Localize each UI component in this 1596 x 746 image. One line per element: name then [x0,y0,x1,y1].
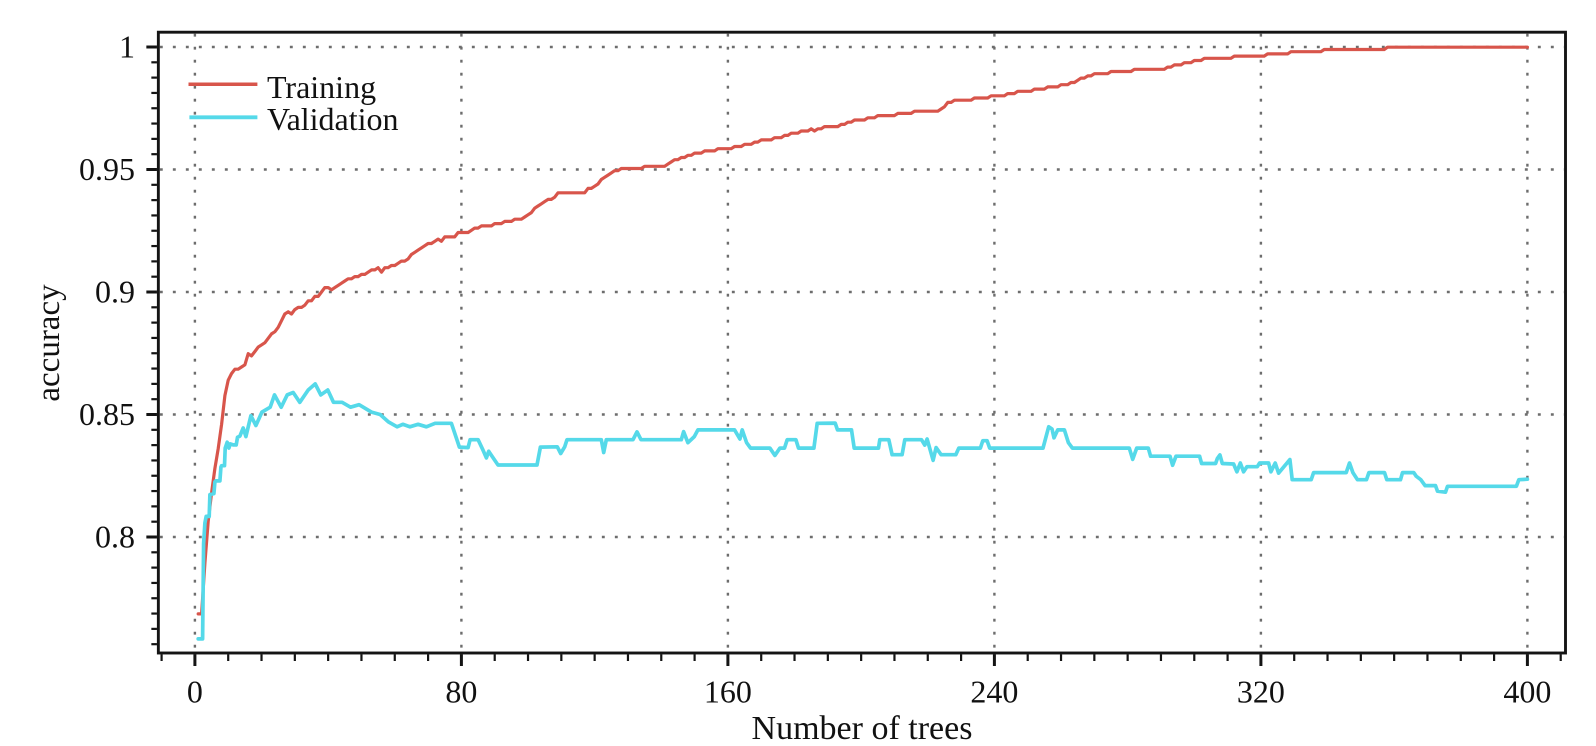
svg-text:0.95: 0.95 [79,151,135,187]
svg-text:0.85: 0.85 [79,396,135,432]
svg-text:0.8: 0.8 [95,518,135,554]
svg-text:Training: Training [267,69,376,105]
svg-text:160: 160 [704,674,752,710]
svg-text:0.9: 0.9 [95,273,135,309]
svg-text:accuracy: accuracy [31,284,67,402]
svg-text:320: 320 [1237,674,1285,710]
svg-text:Validation: Validation [267,101,399,137]
svg-text:1: 1 [119,28,135,64]
svg-text:Number of trees: Number of trees [752,710,973,746]
svg-text:80: 80 [445,674,477,710]
svg-text:240: 240 [970,674,1018,710]
svg-text:400: 400 [1503,674,1551,710]
svg-text:0: 0 [187,674,203,710]
